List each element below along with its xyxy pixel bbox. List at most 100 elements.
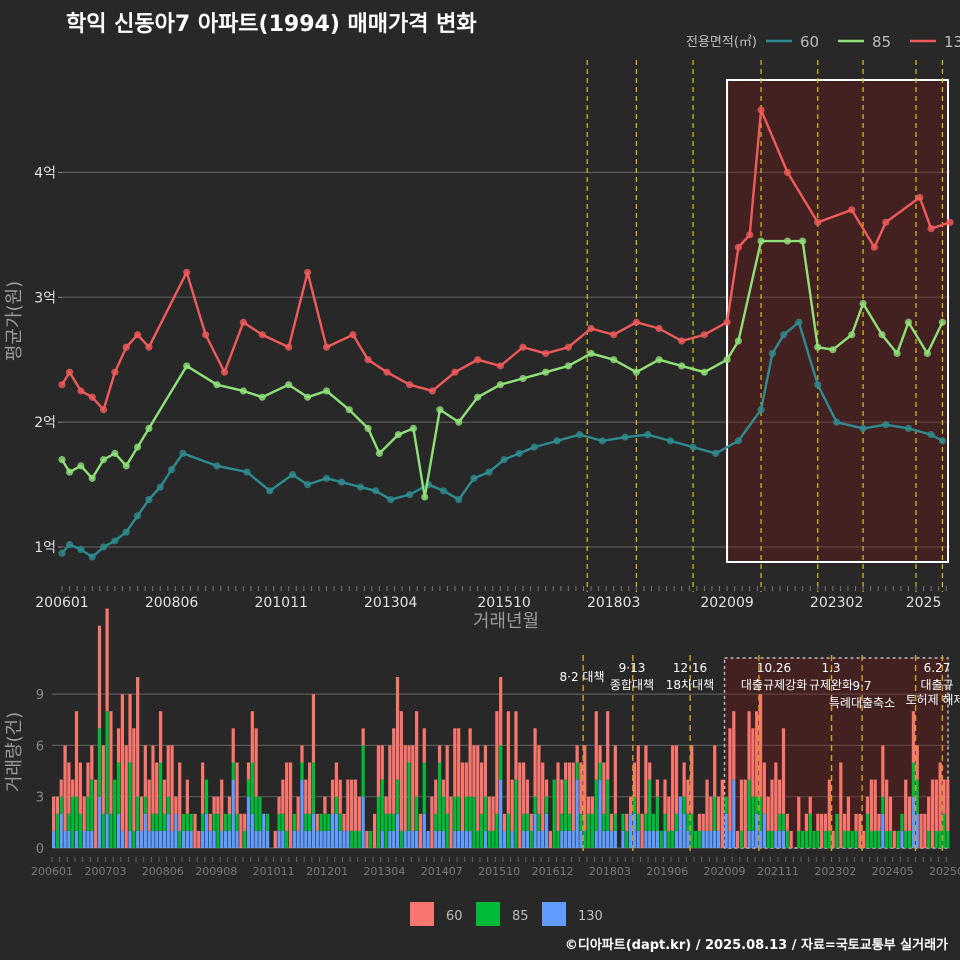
data-point-60 <box>406 490 414 499</box>
bar-segment-130 <box>189 830 193 848</box>
bar-segment-85 <box>143 796 147 814</box>
data-point-85 <box>65 468 74 476</box>
bar-segment-130 <box>636 830 640 848</box>
bar-segment-85 <box>671 830 675 848</box>
bar-segment-60 <box>357 796 361 831</box>
bar-segment-130 <box>327 830 331 848</box>
bar-segment-60 <box>174 796 178 814</box>
bar-segment-130 <box>644 830 648 848</box>
bar-segment-60 <box>128 694 132 763</box>
bar-segment-85 <box>479 813 484 848</box>
data-point-60 <box>322 474 331 482</box>
bar-segment-60 <box>831 830 835 848</box>
data-point-130 <box>848 206 856 214</box>
bar-segment-60 <box>288 762 293 848</box>
bar-segment-60 <box>254 728 258 797</box>
data-point-130 <box>145 343 153 351</box>
bar-segment-60 <box>338 779 342 814</box>
highlight-box <box>726 79 949 563</box>
bar-segment-60 <box>567 762 572 814</box>
bar-segment-85 <box>59 796 63 814</box>
bar-segment-60 <box>395 677 400 780</box>
bar-segment-85 <box>797 830 801 848</box>
x-tick-label: 201803 <box>587 595 640 611</box>
bar-segment-60 <box>479 762 484 814</box>
bar-segment-60 <box>380 745 384 780</box>
data-point-130 <box>474 356 482 364</box>
bar-segment-130 <box>422 813 426 848</box>
data-point-85 <box>542 368 550 376</box>
bar-segment-85 <box>499 745 503 780</box>
bar-segment-130 <box>86 830 90 848</box>
bar-segment-130 <box>613 830 617 848</box>
bar-segment-60 <box>869 779 873 831</box>
data-point-130 <box>383 368 391 376</box>
data-point-130 <box>700 331 708 339</box>
bar-segment-85 <box>223 813 228 831</box>
data-point-60 <box>167 466 176 474</box>
bar-segment-85 <box>537 813 541 831</box>
bar-segment-60 <box>422 728 426 763</box>
bar-segment-85 <box>564 779 568 831</box>
bar-segment-60 <box>399 711 403 831</box>
bar-segment-60 <box>762 762 766 814</box>
bar-segment-130 <box>166 813 170 848</box>
bar-segment-60 <box>499 677 503 746</box>
bar-segment-60 <box>930 779 935 848</box>
bar-segment-130 <box>651 830 656 848</box>
bar-segment-60 <box>556 762 560 831</box>
bar-segment-60 <box>716 796 721 831</box>
data-point-60 <box>455 495 463 504</box>
y-axis-title: 평균가(원) <box>4 281 25 361</box>
bar-segment-130 <box>395 813 400 848</box>
bar-segment-85 <box>357 830 361 848</box>
bar-segment-85 <box>655 796 659 831</box>
data-point-85 <box>322 387 331 395</box>
bar-segment-85 <box>583 830 587 848</box>
bar-segment-85 <box>915 779 919 814</box>
bar-segment-60 <box>946 779 950 831</box>
bar-segment-130 <box>468 830 472 848</box>
bar-segment-60 <box>728 728 732 831</box>
bar-segment-60 <box>747 711 751 780</box>
bar-segment-85 <box>938 830 942 848</box>
bar-segment-85 <box>522 813 526 831</box>
bar-segment-60 <box>208 813 212 831</box>
bar-segment-60 <box>97 625 102 729</box>
bar-segment-60 <box>885 779 889 831</box>
bar-segment-130 <box>334 813 338 848</box>
bar-segment-85 <box>567 813 572 831</box>
bar-segment-85 <box>529 830 533 848</box>
bar-segment-60 <box>548 830 552 848</box>
bar-segment-60 <box>227 796 231 814</box>
bar-segment-60 <box>701 813 705 831</box>
bar-x-tick-label: 201407 <box>421 865 463 878</box>
bar-segment-85 <box>292 813 296 831</box>
bar-segment-85 <box>136 796 140 831</box>
bar-segment-60 <box>732 711 736 780</box>
data-point-60 <box>553 437 561 445</box>
bar-segment-85 <box>816 830 820 848</box>
bar-segment-85 <box>116 762 121 814</box>
bar-segment-130 <box>308 830 312 848</box>
policy-annotation-label: 특례대출축소 <box>829 696 895 710</box>
bar-segment-130 <box>170 830 174 848</box>
bar-segment-85 <box>869 830 873 848</box>
bar-legend-label: 60 <box>446 909 463 924</box>
data-point-130 <box>519 343 527 351</box>
data-point-85 <box>364 424 372 432</box>
bar-segment-85 <box>865 813 870 848</box>
data-point-85 <box>723 356 731 364</box>
data-point-85 <box>285 381 293 389</box>
data-point-85 <box>655 356 663 364</box>
bar-segment-130 <box>346 830 350 848</box>
bar-segment-130 <box>533 813 537 848</box>
x-tick-label: 201011 <box>254 595 307 611</box>
data-point-130 <box>610 331 618 339</box>
bar-segment-85 <box>300 762 304 780</box>
data-point-60 <box>88 553 96 561</box>
bar-segment-130 <box>755 813 759 848</box>
data-point-60 <box>122 528 130 536</box>
data-point-85 <box>77 462 85 470</box>
bar-segment-60 <box>541 762 545 831</box>
